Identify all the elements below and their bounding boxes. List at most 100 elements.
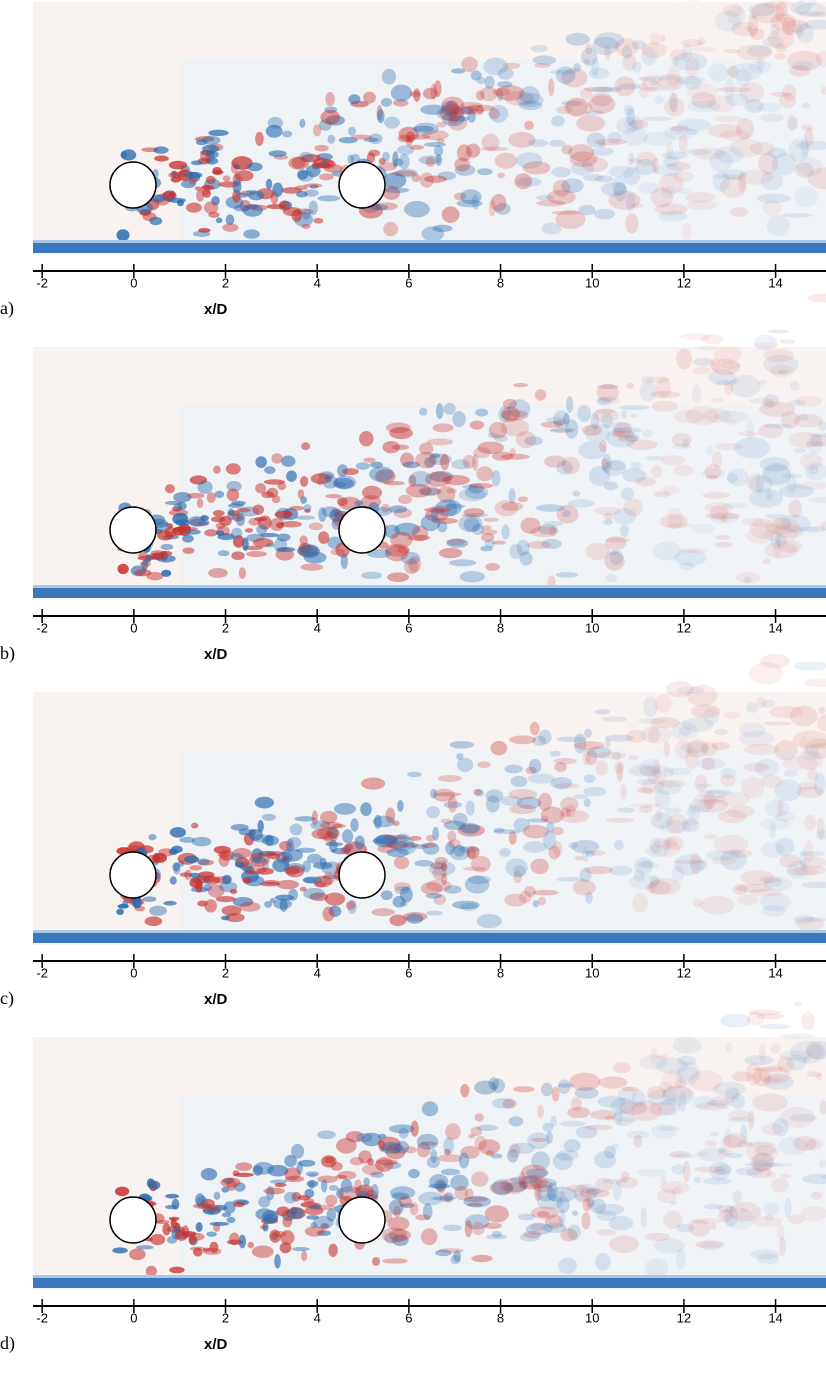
vortex-blob [200,149,211,162]
vortex-blob [345,900,356,910]
vortex-blob [500,453,530,460]
vortex-blob [321,160,328,166]
vortex-blob [803,19,826,30]
vortex-blob [540,815,549,824]
vortex-blob [739,82,765,103]
vortex-blob [622,54,637,71]
vortex-blob [488,421,508,439]
vortex-blob [774,779,802,802]
vortex-blob [659,820,692,834]
vortex-blob [285,865,305,878]
vortex-blob [578,441,607,460]
vortex-blob [805,1040,826,1060]
vortex-blob [626,1130,650,1139]
vortex-blob [545,1131,554,1145]
vortex-blob [763,1202,780,1216]
vortex-blob [309,892,329,901]
vortex-blob [392,820,400,827]
vortex-blob [661,1085,695,1106]
vortex-blob [429,1174,449,1190]
vortex-blob [485,1150,494,1157]
vortex-blob [806,432,826,438]
vortex-blob [391,444,410,451]
vortex-blob [325,494,342,499]
vortex-blob [321,1223,329,1229]
vortex-blob [577,405,592,422]
vortex-blob [625,213,639,234]
vortex-blob [779,339,795,344]
vortex-blob [628,119,649,130]
vortex-blob [435,499,462,517]
vortex-blob [585,850,596,857]
vortex-blob [252,504,265,516]
vortex-blob [650,390,681,399]
vortex-blob [778,1050,812,1061]
vortex-blob [748,3,776,17]
vortex-blob [441,100,459,117]
vortex-blob [665,681,695,698]
vortex-blob [604,536,627,551]
vortex-blob [716,379,736,386]
vortex-blob [182,547,195,554]
vortex-blob [324,892,346,906]
vortex-blob [682,1160,691,1182]
panel-label: c) [0,988,14,1009]
vortex-blob [673,410,705,424]
vortex-blob [535,504,565,512]
vortex-blob [669,48,688,61]
vortex-blob [413,88,421,102]
vortex-blob [361,1163,384,1176]
vortex-blob [266,204,287,210]
vortex-blob [546,1186,577,1203]
vortex-blob [551,167,572,178]
vortex-blob [337,1170,357,1180]
vortex-blob [763,394,780,408]
vortex-blob [558,1191,566,1197]
vortex-blob [274,894,294,901]
vortex-blob [779,854,801,868]
vortex-blob [619,405,650,410]
vortex-blob [485,795,500,813]
vortex-blob [303,887,325,900]
vortex-blob [666,66,681,88]
vortex-blob [430,1148,438,1164]
vortex-blob [148,1180,161,1190]
vortex-blob [772,517,792,531]
vortex-blob [308,1173,317,1178]
vortex-blob [636,787,654,794]
vortex-blob [232,1170,240,1176]
vortex-blob [638,76,649,81]
vortex-blob [430,862,447,870]
vortex-blob [279,1242,292,1254]
vortex-blob [641,77,660,91]
vortex-blob [388,1124,415,1134]
vortex-blob [799,851,826,857]
vortex-blob [810,1191,823,1200]
vortex-blob [474,788,484,797]
vortex-blob [204,529,218,537]
vortex-blob [591,92,613,107]
vortex-blob [436,121,447,128]
vortex-blob [622,468,647,483]
vortex-blob [480,529,498,536]
vortex-blob [384,1232,399,1244]
vortex-blob [687,100,721,112]
vortex-blob [650,839,681,858]
vortex-blob [498,406,511,423]
vortex-blob [508,1116,524,1127]
vortex-blob [221,915,230,921]
vortex-blob [517,1213,536,1221]
vortex-blob [810,743,826,749]
vortex-blob [467,109,476,123]
vortex-blob [579,1189,610,1198]
vortex-blob [251,1245,274,1258]
vortex-blob [464,486,489,500]
vortex-blob [452,900,480,910]
x-tick-label: 6 [405,965,412,980]
vortex-blob [380,1141,403,1154]
vortex-blob [439,1193,452,1203]
vortex-blob [770,23,780,39]
vortex-blob [761,905,787,917]
vortex-blob [745,1141,776,1148]
vortex-blob [709,150,733,173]
